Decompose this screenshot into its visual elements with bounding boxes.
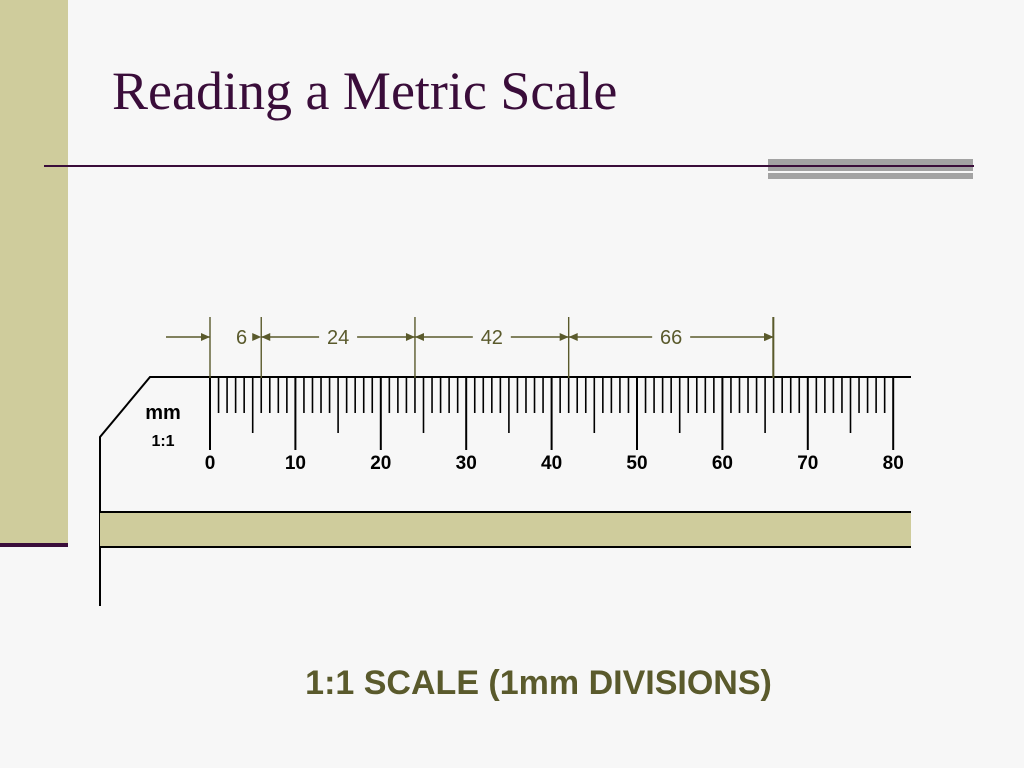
slide-title: Reading a Metric Scale <box>112 61 618 121</box>
scale-caption: 1:1 SCALE (1mm DIVISIONS) <box>305 664 772 702</box>
ruler-label-0: 0 <box>205 453 216 474</box>
dimension-label-24: 24 <box>327 327 349 349</box>
ruler-scale-label: 1:1 <box>151 433 174 450</box>
left-band-rule <box>0 543 68 547</box>
dimension-arrowhead <box>764 333 773 341</box>
dimension-arrowhead <box>414 333 424 341</box>
ruler-bottom-band <box>100 512 911 547</box>
dimension-label-6: 6 <box>236 327 247 349</box>
ruler-major-labels: 0 10 20 30 40 50 60 70 80 <box>205 453 904 474</box>
dimension-arrowhead <box>201 333 210 341</box>
dimension-arrowhead <box>568 333 578 341</box>
dimension-label-42: 42 <box>481 327 503 349</box>
ruler-label-10: 10 <box>285 453 306 474</box>
dimension-label-66: 66 <box>660 327 682 349</box>
ruler-label-70: 70 <box>797 453 818 474</box>
ruler-label-20: 20 <box>370 453 391 474</box>
dimension-arrowhead <box>252 333 262 341</box>
ruler-label-50: 50 <box>626 453 647 474</box>
ruler-unit-label: mm <box>145 402 181 424</box>
dimension-arrowhead <box>405 333 415 341</box>
ruler-body <box>99 376 911 606</box>
dimension-annotations: 6 24 42 66 <box>166 317 775 378</box>
ruler-label-60: 60 <box>712 453 733 474</box>
dimension-arrowhead <box>261 333 271 341</box>
left-decorative-band <box>0 0 68 546</box>
ruler-label-30: 30 <box>456 453 477 474</box>
dimension-arrowhead <box>559 333 569 341</box>
ruler-ticks <box>209 377 895 450</box>
title-accent-bars <box>768 159 973 179</box>
ruler-outline <box>99 376 911 606</box>
ruler-label-40: 40 <box>541 453 562 474</box>
title-underline <box>44 165 974 167</box>
ruler-label-80: 80 <box>883 453 904 474</box>
